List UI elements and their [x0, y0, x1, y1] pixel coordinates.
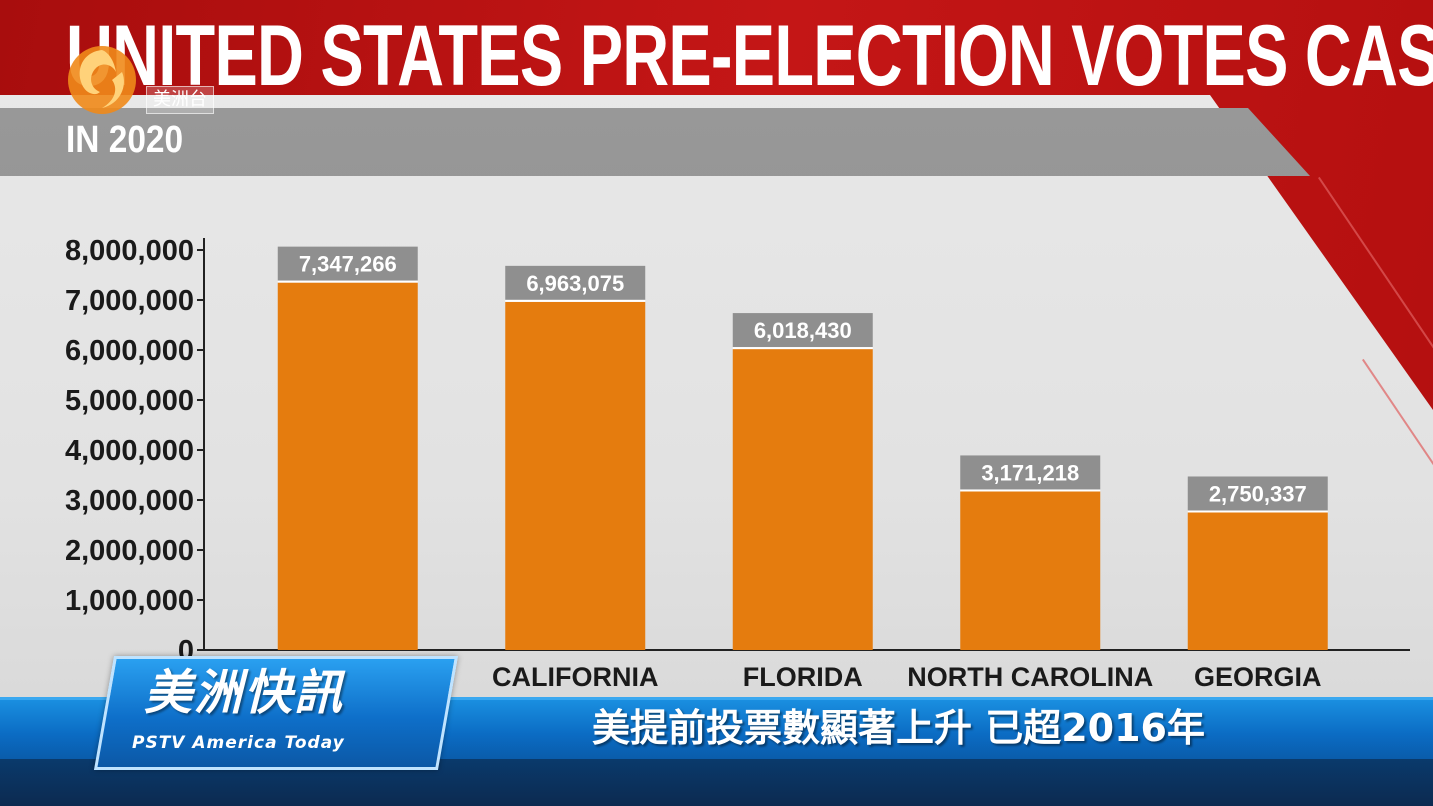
data-label: 3,171,218 — [981, 460, 1079, 485]
bar — [505, 301, 646, 650]
y-tick-label: 8,000,000 — [65, 235, 194, 267]
bar — [732, 349, 873, 650]
data-label-box — [732, 313, 873, 348]
data-label-box — [505, 265, 646, 300]
x-category-label: CALIFORNIA — [492, 662, 658, 692]
x-category-label: GEORGIA — [1194, 662, 1322, 692]
y-tick-label: 6,000,000 — [65, 335, 194, 367]
program-subtitle: PSTV America Today — [132, 733, 345, 753]
data-label: 6,963,075 — [526, 271, 624, 296]
data-label-box — [277, 246, 418, 281]
y-tick-label: 3,000,000 — [65, 485, 194, 517]
data-labels: 7,347,266 6,963,075 6,018,430 3,171,218 2,75… — [277, 246, 1328, 513]
y-axis: 01,000,0002,000,0003,000,0004,000,0005,0… — [65, 235, 205, 667]
y-tick-label: 4,000,000 — [65, 435, 194, 467]
phoenix-logo-icon — [68, 46, 136, 114]
y-tick-label: 2,000,000 — [65, 535, 194, 567]
news-headline: 美提前投票數顯著上升 已超2016年 — [592, 706, 1205, 750]
bar — [960, 491, 1101, 650]
data-label: 2,750,337 — [1209, 481, 1307, 506]
x-category-label: NORTH CAROLINA — [907, 662, 1153, 692]
data-label: 7,347,266 — [299, 252, 397, 277]
y-tick-label: 5,000,000 — [65, 385, 194, 417]
data-label: 6,018,430 — [754, 318, 852, 343]
data-label-box — [960, 455, 1101, 490]
chart-subtitle: IN 2020 — [66, 119, 184, 161]
channel-logo: 美洲台 — [64, 42, 232, 118]
y-tick-label: 1,000,000 — [65, 585, 194, 617]
program-name: 美洲快訊 — [144, 665, 345, 721]
bar — [277, 282, 418, 650]
bars — [277, 282, 1328, 650]
data-label-box — [1187, 476, 1328, 511]
y-tick-label: 7,000,000 — [65, 285, 194, 317]
x-category-label: FLORIDA — [743, 662, 863, 692]
channel-logo-label: 美洲台 — [146, 86, 214, 114]
bar — [1187, 512, 1328, 650]
